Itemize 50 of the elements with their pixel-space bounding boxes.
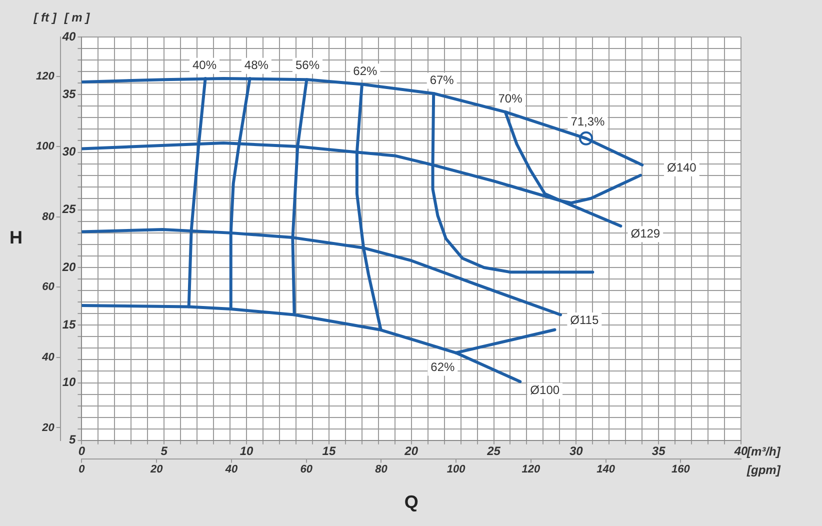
y-tick-label: 20 bbox=[61, 260, 76, 274]
y-axis-title: [ m ] bbox=[63, 10, 91, 24]
y2-tick-label: 20 bbox=[41, 422, 56, 434]
annotation: 62% bbox=[430, 360, 455, 374]
y-tick-label: 40 bbox=[61, 29, 76, 44]
y2-tick-label: 60 bbox=[42, 281, 56, 294]
annotation: Ø140 bbox=[666, 160, 697, 175]
text: H bbox=[10, 228, 22, 248]
y2-tick-label: 80 bbox=[42, 210, 56, 223]
x-tick-label: 5 bbox=[160, 444, 168, 458]
x-axis-title: [m³/h] bbox=[746, 444, 782, 459]
y-tick-label: 15 bbox=[62, 317, 76, 332]
y2-axis-title: [ ft ] bbox=[32, 10, 58, 24]
annotation: 40% bbox=[192, 58, 217, 72]
annotation: 62% bbox=[353, 64, 378, 78]
y2-tick-label: 40 bbox=[41, 352, 56, 364]
x2-tick-label: 140 bbox=[596, 463, 616, 476]
y2-tick-label: 100 bbox=[36, 140, 56, 153]
y-tick-label: 35 bbox=[62, 86, 76, 101]
text: Q bbox=[404, 492, 418, 512]
annotation: 67% bbox=[430, 73, 454, 88]
x2-tick-label: 120 bbox=[522, 463, 542, 476]
x2-tick-label: 20 bbox=[149, 463, 164, 476]
annotation: Ø129 bbox=[630, 226, 660, 240]
x-tick-label: 0 bbox=[78, 444, 86, 458]
x-tick-label: 30 bbox=[569, 444, 584, 458]
annotation: 48% bbox=[244, 58, 269, 72]
x2-tick-label: 160 bbox=[672, 463, 691, 476]
annotation: 71,3% bbox=[570, 114, 606, 129]
x-tick-label: 40 bbox=[733, 444, 748, 458]
y2-tick-label: 120 bbox=[36, 70, 56, 82]
x-tick-label: 15 bbox=[322, 444, 336, 458]
annotation: Ø115 bbox=[570, 312, 599, 327]
x2-tick-label: 40 bbox=[224, 463, 238, 476]
x2-axis-title: [gpm] bbox=[746, 463, 782, 478]
annotation: Ø100 bbox=[530, 383, 560, 398]
x-tick-label: 20 bbox=[404, 444, 418, 458]
x2-tick-label: 60 bbox=[300, 463, 314, 476]
annotation: 56% bbox=[295, 58, 320, 72]
x2-tick-label: 100 bbox=[446, 463, 466, 476]
y-tick-label: 25 bbox=[61, 202, 76, 216]
x2-tick-label: 0 bbox=[78, 463, 86, 476]
y-tick-label: 10 bbox=[62, 375, 76, 390]
x-tick-label: 25 bbox=[486, 444, 501, 458]
y-tick-label: 5 bbox=[69, 432, 76, 447]
x-tick-label: 35 bbox=[652, 444, 666, 458]
y-tick-label: 30 bbox=[62, 144, 76, 159]
x2-tick-label: 80 bbox=[375, 463, 388, 476]
x-tick-label: 10 bbox=[240, 444, 254, 458]
annotation: 70% bbox=[498, 92, 523, 106]
